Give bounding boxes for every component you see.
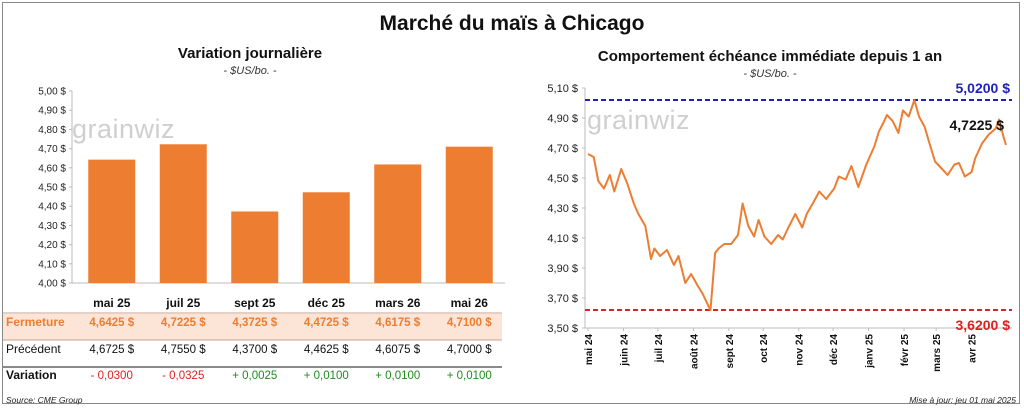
left-y-tick-label: 4,00 $ [38,279,66,290]
right-y-tick-label: 3,90 $ [547,263,578,275]
right-y-tick-label: 4,90 $ [547,113,578,125]
bar [231,211,279,283]
right-y-tick-label: 3,70 $ [547,293,578,305]
cell-variation: - 0,0300 [91,370,133,382]
bar [88,159,136,283]
right-panel-title: Comportement échéance immédiate depuis 1… [597,48,943,65]
left-y-tick-label: 4,50 $ [38,183,66,194]
right-x-tick-label: févr 25 [900,334,911,367]
main-title: Marché du maïs à Chicago [379,12,645,35]
row-label-variation: Variation [6,368,57,382]
left-y-tick-label: 4,30 $ [38,221,66,232]
cell-variation: + 0,0025 [232,370,277,382]
category-label: sept 25 [234,296,276,310]
left-bar-chart: 4,00 $ 4,10 $ 4,20 $ 4,30 $ 4,40 $ 4,50 $ 4,60… [3,87,505,382]
category-label: mai 26 [451,296,489,310]
low-label: 3,6200 $ [956,317,1011,333]
cell-fermeture: 4,3725 $ [232,317,277,329]
left-y-tick-label: 4,10 $ [38,259,66,270]
left-y-tick-label: 4,40 $ [38,202,66,213]
right-y-tick-label: 4,50 $ [547,173,578,185]
left-y-tick-label: 4,20 $ [38,240,66,251]
cell-precedent: 4,6075 $ [375,344,420,356]
right-x-tick-label: août 24 [689,334,700,369]
left-y-tick-label: 4,90 $ [38,106,66,117]
left-panel-title: Variation journalière [177,45,323,62]
right-watermark: grainwiz [587,105,691,135]
right-x-tick-label: sept 24 [725,334,736,369]
cell-precedent: 4,7000 $ [447,344,492,356]
bar [159,144,207,283]
cell-variation: + 0,0100 [304,370,349,382]
row-label-precedent: Précédent [6,342,61,356]
right-x-tick-label: oct 24 [759,334,770,363]
cell-precedent: 4,7550 $ [161,344,206,356]
cell-precedent: 4,6725 $ [89,344,134,356]
category-label: déc 25 [308,296,346,310]
bar [445,146,493,283]
high-label: 5,0200 $ [956,80,1011,96]
left-watermark: grainwiz [72,114,176,144]
cell-precedent: 4,4625 $ [304,344,349,356]
right-x-tick-label: juil 24 [654,334,665,364]
cell-fermeture: 4,4725 $ [304,317,349,329]
category-label: juil 25 [165,296,200,310]
cell-fermeture: 4,6175 $ [375,317,420,329]
category-label: mars 26 [375,296,421,310]
left-y-tick-label: 5,00 $ [38,87,66,98]
right-y-tick-label: 4,70 $ [547,143,578,155]
bar [302,192,350,283]
right-y-tick-label: 3,50 $ [547,323,578,335]
right-x-tick-label: nov 24 [795,334,806,366]
left-y-tick-label: 4,60 $ [38,163,66,174]
cell-variation: - 0,0325 [162,370,204,382]
figure-frame [2,2,1020,404]
right-x-tick-label: déc 24 [829,334,840,366]
bar [374,164,422,283]
right-y-tick-label: 4,30 $ [547,203,578,215]
right-panel-subtitle: - $US/bo. - [743,68,797,80]
cell-variation: + 0,0100 [447,370,492,382]
right-x-tick-label: avr 25 [968,334,979,363]
left-y-tick-label: 4,70 $ [38,144,66,155]
right-x-tick-label: juin 24 [620,334,631,367]
right-y-tick-label: 4,10 $ [547,233,578,245]
right-x-tick-label: mars 25 [932,334,943,372]
right-x-tick-label: mai 24 [584,334,595,366]
source-note: Source: CME Group [6,395,83,405]
update-note: Mise à jour: jeu 01 mai 2025 [909,395,1016,405]
cell-fermeture: 4,6425 $ [89,317,134,329]
last-price-label: 4,7225 $ [950,117,1005,133]
right-y-tick-label: 5,10 $ [547,83,578,95]
fermeture-row-bg [3,314,502,340]
cell-variation: + 0,0100 [375,370,420,382]
right-line-chart: 3,50 $ 3,70 $ 3,90 $ 4,10 $ 4,30 $ 4,50 $ 4,70… [547,80,1012,372]
right-x-tick-label: janv 25 [865,334,876,369]
cell-fermeture: 4,7225 $ [161,317,206,329]
cell-fermeture: 4,7100 $ [447,317,492,329]
cell-precedent: 4,3700 $ [232,344,277,356]
category-label: mai 25 [93,296,131,310]
left-panel-subtitle: - $US/bo. - [223,65,277,77]
price-line [587,99,1007,311]
row-label-fermeture: Fermeture [6,315,65,329]
left-y-tick-label: 4,80 $ [38,125,66,136]
